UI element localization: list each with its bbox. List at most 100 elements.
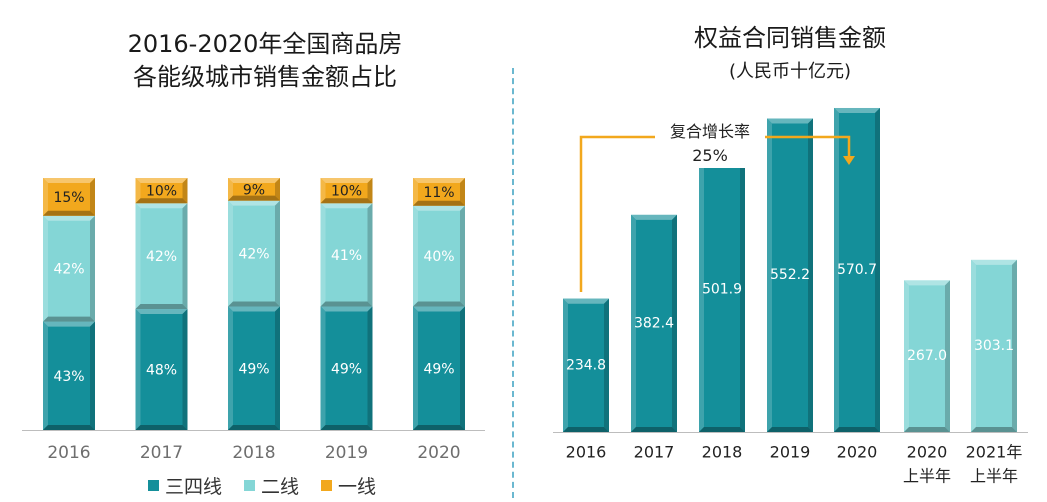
right-bar-1-bevel-top <box>631 214 677 220</box>
left-x-tick-2016: 2016 <box>47 443 90 463</box>
right-bar-1-face <box>631 214 677 432</box>
left-bar-2017-s1-bevel-bottom <box>135 304 188 310</box>
left-bar-2018-s0 <box>228 306 280 430</box>
left-bar-2020-s1-face <box>413 205 465 307</box>
right-chart-subtitle: (人民币十亿元) <box>728 61 852 82</box>
right-bar-6-bevel-left <box>971 259 976 432</box>
right-bar-5-bevel-bottom <box>904 427 950 432</box>
left-bar-2016-s2-face <box>43 178 95 216</box>
left-bar-label-2019-s1: 41% <box>331 248 362 264</box>
cagr-label: 复合增长率 <box>669 122 750 141</box>
left-bar-2019-s1-bevel-top <box>320 203 373 209</box>
right-bar-5-bevel-left <box>904 280 909 432</box>
left-bar-2020-s0-bevel-right <box>460 306 465 430</box>
right-bar-1 <box>631 214 677 432</box>
left-bar-2020-s0 <box>413 306 465 430</box>
left-x-tick-2020: 2020 <box>417 443 460 463</box>
cagr-arrow-head <box>843 156 855 165</box>
right-x-tick-3-line0: 2019 <box>770 443 811 462</box>
right-x-tick-1-line0: 2017 <box>634 443 675 462</box>
legend-label-tier1: 一线 <box>338 476 377 498</box>
left-bar-2019-s1-bevel-left <box>320 203 326 307</box>
left-bar-label-2019-s0: 49% <box>331 361 362 377</box>
right-bar-3-bevel-top <box>767 118 813 124</box>
right-bar-label-2: 501.9 <box>702 282 742 298</box>
right-bar-5-bevel-right <box>945 280 950 432</box>
left-bar-2016-s0-bevel-top <box>43 321 95 327</box>
left-x-tick-2018: 2018 <box>232 443 275 463</box>
left-bar-2016-s1-bevel-top <box>43 215 95 221</box>
left-bar-2020-s0-bevel-left <box>413 306 418 430</box>
left-bar-2020-s1-bevel-right <box>460 205 465 307</box>
right-x-tick-5-line0: 2020 <box>907 443 948 462</box>
left-bar-2018-s2-bevel-top <box>228 178 280 183</box>
left-chart-title-line1: 2016-2020年全国商品房 <box>127 30 403 58</box>
right-bar-6 <box>971 259 1017 432</box>
right-x-tick-4-line0: 2020 <box>837 443 878 462</box>
left-bar-label-2020-s2: 11% <box>423 185 454 201</box>
right-bar-3-bevel-bottom <box>767 427 813 432</box>
left-bar-2016-s2-bevel-top <box>43 178 95 183</box>
right-bar-0-bevel-top <box>563 298 609 304</box>
right-bar-6-bevel-top <box>971 259 1017 265</box>
right-x-tick-0-line0: 2016 <box>566 443 607 462</box>
left-bar-2019-s1-face <box>320 203 373 307</box>
left-bar-2018-s1 <box>228 200 280 307</box>
left-bar-2019-s2-bevel-left <box>320 178 326 204</box>
cagr-annotation: 复合增长率 25% <box>655 120 765 168</box>
left-bar-2020-s0-bevel-bottom <box>413 425 465 430</box>
right-bar-label-5: 267.0 <box>907 348 947 364</box>
left-bar-2020-s1-bevel-left <box>413 205 418 307</box>
right-bar-5-face <box>904 280 950 432</box>
left-bar-2020-s1-bevel-top <box>413 205 465 211</box>
left-bar-2020-s0-bevel-top <box>413 306 465 312</box>
left-bar-2016-s2-bevel-bottom <box>43 210 95 216</box>
left-bar-2018-s1-bevel-left <box>228 200 233 307</box>
right-bar-label-4: 570.7 <box>837 262 877 278</box>
legend-swatch-tier2 <box>244 480 256 491</box>
legend-item-tier2: 二线 <box>244 472 299 499</box>
left-bar-2016-s1-bevel-bottom <box>43 316 95 322</box>
left-bar-2019-s0-bevel-top <box>320 306 373 312</box>
right-bar-label-0: 234.8 <box>566 357 606 373</box>
right-x-tick-2-line0: 2018 <box>702 443 743 462</box>
right-bar-4 <box>834 107 880 432</box>
left-bar-2016-s1 <box>43 215 95 322</box>
left-bar-2018-s2-face <box>228 178 280 201</box>
legend-item-tier34: 三四线 <box>148 472 222 499</box>
left-bar-2019-s0-bevel-right <box>367 306 373 430</box>
left-bar-2017-s0-bevel-top <box>135 309 188 315</box>
left-bar-2020-s2-bevel-bottom <box>413 200 465 206</box>
left-bar-2017-s2-bevel-bottom <box>135 198 188 204</box>
left-bar-2018-s2-bevel-right <box>275 178 280 201</box>
right-bar-0-bevel-left <box>563 298 568 432</box>
left-bar-2016-s0-face <box>43 321 95 430</box>
left-bar-2019-s0-bevel-bottom <box>320 425 373 430</box>
right-bar-1-bevel-left <box>631 214 636 432</box>
left-bar-2017-s0-bevel-left <box>135 309 141 430</box>
right-bar-3-bevel-left <box>767 118 772 432</box>
left-bar-2019-s2-bevel-top <box>320 178 373 183</box>
left-bar-2019-s1-bevel-right <box>367 203 373 307</box>
right-bar-1-bevel-right <box>672 214 677 432</box>
right-bar-0 <box>563 298 609 432</box>
left-bar-label-2018-s0: 49% <box>238 361 269 377</box>
left-bar-2020-s2-bevel-top <box>413 178 465 183</box>
left-bar-2016-s2-bevel-right <box>90 178 95 216</box>
left-bar-2020-s2 <box>413 178 465 206</box>
left-bar-2018-s0-bevel-right <box>275 306 280 430</box>
right-bar-6-bevel-right <box>1012 259 1017 432</box>
left-bar-2016-s0-bevel-right <box>90 321 95 430</box>
chart-divider <box>512 68 514 498</box>
left-bar-label-2020-s1: 40% <box>423 249 454 265</box>
left-bar-2019-s0 <box>320 306 373 430</box>
left-bar-2017-s2-bevel-top <box>135 178 188 183</box>
right-bar-label-3: 552.2 <box>770 267 810 283</box>
left-bar-2017-s1 <box>135 203 188 310</box>
left-bar-label-2017-s0: 48% <box>146 363 177 379</box>
left-bar-2016-s0-bevel-bottom <box>43 425 95 430</box>
left-bar-2017-s1-bevel-left <box>135 203 141 310</box>
left-bar-label-2017-s1: 42% <box>146 249 177 265</box>
right-x-tick-6-line0: 2021年 <box>966 443 1023 462</box>
left-x-tick-2019: 2019 <box>325 443 368 463</box>
